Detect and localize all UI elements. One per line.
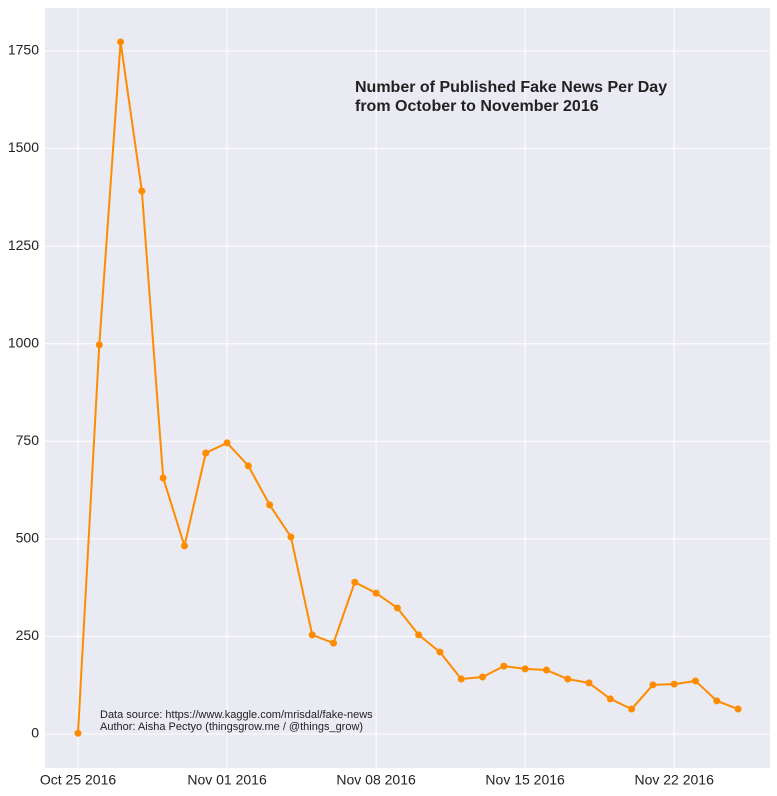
point <box>95 341 103 349</box>
point <box>372 589 380 597</box>
point <box>479 673 487 681</box>
x-tick-label: Nov 22 2016 <box>634 772 714 788</box>
point <box>415 631 423 639</box>
plot-area <box>45 8 770 768</box>
point <box>564 675 572 683</box>
point <box>670 680 678 688</box>
point <box>266 501 274 509</box>
point <box>223 439 231 447</box>
point <box>521 665 529 673</box>
point <box>713 697 721 705</box>
y-tick-label: 0 <box>31 725 39 741</box>
point <box>649 681 657 689</box>
x-tick-label: Oct 25 2016 <box>40 772 116 788</box>
point <box>159 474 167 482</box>
x-tick-label: Nov 08 2016 <box>336 772 416 788</box>
y-tick-label: 1250 <box>8 237 39 253</box>
chart-title: Number of Published Fake News Per Day fr… <box>355 79 668 115</box>
y-tick-label: 1000 <box>8 334 39 350</box>
point <box>74 729 82 737</box>
point <box>117 38 125 46</box>
point <box>244 462 252 470</box>
point <box>202 449 210 457</box>
point <box>351 578 359 586</box>
point <box>457 675 465 683</box>
line <box>77 41 739 734</box>
y-tick-label: 250 <box>16 627 40 643</box>
point <box>180 542 188 550</box>
y-tick-label: 750 <box>16 432 40 448</box>
point <box>287 533 295 541</box>
x-tick-label: Nov 01 2016 <box>187 772 267 788</box>
point <box>500 662 508 670</box>
source-note: Data source: https://www.kaggle.com/mris… <box>100 709 373 733</box>
point <box>138 187 146 195</box>
point <box>308 631 316 639</box>
point <box>606 695 614 703</box>
point <box>691 677 699 685</box>
point <box>330 639 338 647</box>
point <box>542 666 550 674</box>
point <box>734 705 742 713</box>
point <box>436 648 444 656</box>
y-tick-label: 500 <box>16 530 40 546</box>
point <box>628 705 636 713</box>
y-tick-label: 1750 <box>8 42 39 58</box>
y-tick-label: 1500 <box>8 139 39 155</box>
x-tick-label: Nov 15 2016 <box>485 772 565 788</box>
point <box>585 679 593 687</box>
point <box>393 604 401 612</box>
